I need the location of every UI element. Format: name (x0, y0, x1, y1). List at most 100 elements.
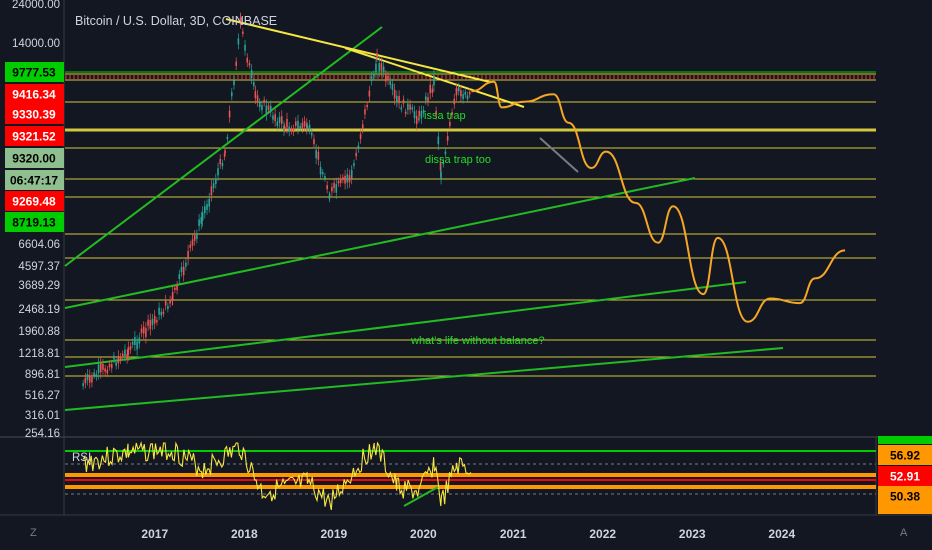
horizontal-levels (65, 71, 876, 377)
price-candle-97 (286, 118, 288, 128)
price-candle-146 (387, 75, 389, 81)
rsi-label: RSI (72, 452, 91, 464)
price-candle-164 (422, 109, 425, 114)
price-axis-panel (0, 0, 64, 550)
price-candle-27 (140, 328, 143, 333)
chart-title: Bitcoin / U.S. Dollar, 3D, COINBASE (75, 14, 277, 28)
price-candle-83 (256, 95, 259, 102)
price-candle-116 (326, 185, 328, 190)
price-candle-140 (375, 63, 377, 72)
annotation-dissa-trap-too: dissa trap too (425, 154, 491, 166)
price-candle-29 (145, 328, 147, 338)
price-candle-0 (82, 383, 84, 387)
rsi-badge-bg-1 (878, 466, 932, 486)
price-candle-38 (164, 299, 167, 306)
timezone-button[interactable]: Z (30, 527, 37, 539)
price-candle-78 (246, 57, 249, 63)
time-axis-label-2024: 2024 (768, 527, 795, 541)
time-axis-label-2023: 2023 (679, 527, 706, 541)
price-candle-86 (263, 99, 265, 103)
price-candle-18 (121, 353, 124, 356)
price-axis-label-9: 516.27 (25, 390, 60, 402)
price-candle-177 (449, 122, 451, 126)
price-candle-34 (156, 320, 158, 323)
price-candle-91 (274, 114, 276, 122)
price-candle-158 (411, 107, 414, 110)
price-badge-bg-7 (5, 212, 64, 232)
trend-line-channel-mid (64, 281, 747, 368)
price-candle-84 (258, 102, 261, 108)
trend-line-channel-upper (64, 177, 696, 309)
price-candle-98 (288, 126, 290, 132)
price-candle-136 (366, 104, 368, 108)
price-candle-166 (427, 97, 429, 102)
price-badge-bg-2 (5, 104, 64, 124)
price-candle-154 (402, 99, 405, 104)
price-candle-109 (310, 132, 313, 136)
price-candle-24 (134, 337, 136, 346)
price-candle-104 (301, 122, 304, 129)
price-candle-68 (226, 136, 229, 140)
price-candle-170 (435, 110, 437, 116)
price-axis-label-10: 316.01 (25, 410, 60, 422)
price-candle-101 (294, 121, 297, 126)
price-candle-123 (339, 178, 342, 183)
price-candle-77 (244, 44, 246, 51)
price-candle-115 (324, 176, 326, 179)
rsi-badge-top-sliver (878, 436, 932, 444)
rsi-pane (65, 440, 876, 511)
price-candle-12 (108, 364, 111, 368)
price-candle-135 (364, 109, 366, 115)
price-axis-label-2: 6604.06 (18, 239, 60, 251)
price-axis-label-8: 896.81 (25, 369, 60, 381)
price-candle-178 (451, 112, 453, 116)
auto-scale-button[interactable]: A (900, 527, 908, 539)
price-candle-168 (431, 88, 434, 93)
rsi-badge-2: 50.38 (890, 490, 920, 504)
price-candle-20 (126, 354, 128, 360)
price-candle-10 (104, 368, 106, 372)
price-badge-1: 9416.34 (12, 88, 56, 102)
price-candle-26 (138, 337, 141, 344)
price-badge-6: 9269.48 (12, 195, 56, 209)
price-candle-15 (115, 362, 117, 366)
price-candle-155 (404, 111, 407, 114)
price-candle-75 (239, 18, 242, 24)
price-candle-33 (153, 315, 156, 324)
price-candle-174 (442, 162, 445, 165)
price-candle-122 (337, 180, 340, 184)
price-candle-153 (400, 107, 403, 110)
price-candle-36 (160, 311, 163, 316)
price-candle-19 (124, 349, 126, 357)
price-badge-bg-0 (5, 62, 64, 82)
rsi-trend-line (403, 486, 439, 507)
price-candle-43 (174, 287, 176, 290)
annotation-balance: what's life without balance? (410, 335, 545, 347)
rsi-orange-band-1 (65, 473, 876, 477)
price-candle-62 (215, 178, 217, 184)
trend-line-resistance-a (225, 18, 491, 83)
price-candle-25 (136, 341, 138, 350)
price-candle-113 (319, 167, 322, 175)
price-candle-88 (267, 105, 270, 110)
price-candle-94 (280, 116, 283, 124)
price-candle-6 (95, 373, 98, 378)
price-candle-159 (413, 111, 416, 119)
price-badge-bg-4 (5, 148, 64, 168)
price-candle-3 (88, 375, 91, 383)
rsi-line (82, 440, 472, 511)
rsi-badge-bg-2 (878, 486, 932, 514)
price-candle-145 (385, 75, 387, 82)
price-candle-121 (335, 184, 338, 193)
price-candle-102 (297, 120, 299, 129)
price-candle-181 (455, 88, 458, 92)
price-candle-53 (196, 234, 198, 240)
price-candle-63 (217, 168, 219, 176)
price-candle-96 (283, 126, 286, 130)
price-candle-93 (278, 116, 281, 123)
price-candle-118 (328, 194, 331, 197)
price-series (82, 12, 471, 390)
price-candle-157 (409, 104, 411, 110)
price-candle-172 (439, 162, 442, 171)
